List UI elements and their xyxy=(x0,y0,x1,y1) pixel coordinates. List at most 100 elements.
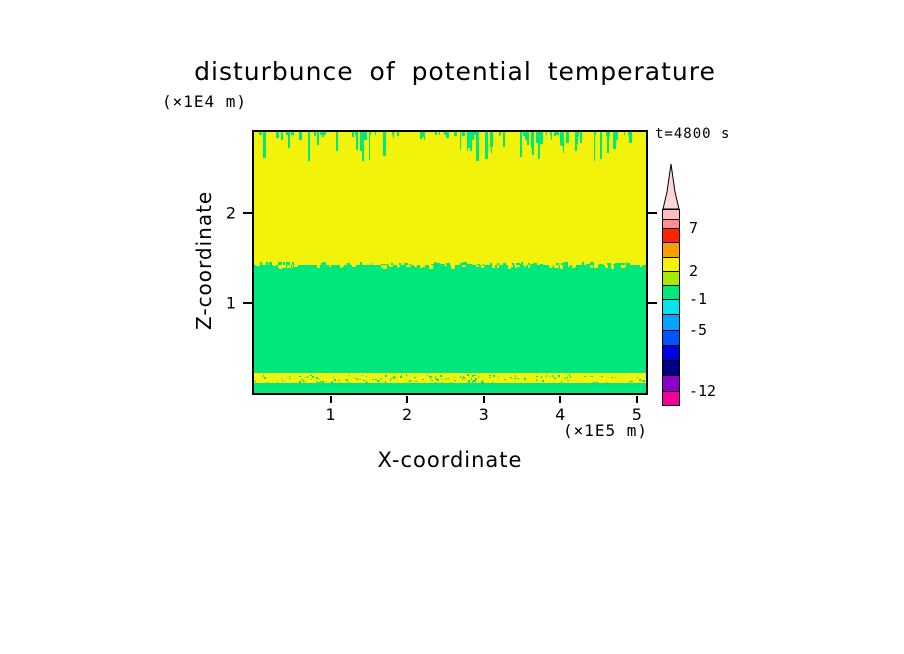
band-speckle xyxy=(591,375,593,378)
band-speckle xyxy=(584,375,586,378)
band-speckle xyxy=(365,375,368,378)
plume xyxy=(599,132,603,159)
plume xyxy=(396,132,399,136)
plume xyxy=(471,132,474,141)
plume xyxy=(469,132,472,139)
boundary-noise xyxy=(462,265,467,267)
colorbar-segment xyxy=(663,300,679,315)
band-speckle xyxy=(601,375,603,378)
plume xyxy=(581,132,583,135)
boundary-noise xyxy=(419,265,424,268)
plume xyxy=(546,132,548,135)
colorbar-level-label: 7 xyxy=(689,219,699,237)
plume xyxy=(560,132,562,145)
plume xyxy=(467,132,471,148)
band-speckle xyxy=(405,374,408,377)
boundary-noise xyxy=(620,265,626,268)
boundary-noise xyxy=(292,262,295,266)
band-speckle xyxy=(349,375,350,377)
band-speckle xyxy=(312,376,314,378)
boundary-noise xyxy=(549,265,554,268)
band-speckle xyxy=(304,377,306,379)
band-speckle xyxy=(437,379,440,382)
band-speckle xyxy=(642,380,644,382)
plume xyxy=(288,132,290,149)
boundary-noise xyxy=(568,265,570,267)
boundary-noise xyxy=(507,265,512,269)
plume xyxy=(556,132,559,135)
boundary-noise xyxy=(511,262,515,266)
plume xyxy=(628,132,632,143)
boundary-noise xyxy=(381,265,384,268)
boundary-noise xyxy=(285,261,290,266)
colorbar-level-label: -5 xyxy=(689,321,708,339)
plot-area xyxy=(252,130,648,395)
band-speckle xyxy=(299,375,301,378)
plume xyxy=(375,132,377,136)
boundary-noise xyxy=(380,263,385,266)
band-speckle xyxy=(429,377,432,379)
plume xyxy=(539,132,543,144)
band-speckle xyxy=(310,375,313,377)
boundary-noise xyxy=(256,265,260,267)
band-speckle xyxy=(435,377,437,380)
colorbar-level-label: 2 xyxy=(689,262,699,280)
colorbar-segment xyxy=(663,346,679,361)
boundary-noise xyxy=(571,265,576,268)
band-speckle xyxy=(434,376,437,378)
layer-lower-yellow-band xyxy=(254,373,646,384)
band-speckle xyxy=(440,376,443,378)
plume xyxy=(462,132,466,136)
band-speckle xyxy=(464,377,466,379)
y-tick-mark xyxy=(648,212,657,214)
band-speckle xyxy=(262,375,265,378)
boundary-noise xyxy=(605,265,608,268)
band-speckle xyxy=(553,377,556,380)
plume xyxy=(627,132,631,136)
band-speckle xyxy=(468,381,471,384)
y-axis-units: (×1E4 m) xyxy=(162,92,248,111)
boundary-noise xyxy=(388,265,393,267)
boundary-noise xyxy=(590,262,594,266)
band-speckle xyxy=(471,381,473,384)
timestamp-label: t=4800 s xyxy=(655,126,731,142)
band-speckle xyxy=(338,380,341,382)
y-tick-label: 2 xyxy=(225,203,236,223)
y-axis-label: Z-coordinate xyxy=(192,190,216,330)
boundary-noise xyxy=(409,265,412,268)
band-speckle xyxy=(264,377,266,380)
band-speckle xyxy=(566,379,569,381)
boundary-noise xyxy=(291,265,294,269)
band-speckle xyxy=(363,379,366,381)
band-speckle xyxy=(334,379,336,382)
plume xyxy=(470,132,473,151)
boundary-noise xyxy=(561,263,565,266)
band-speckle xyxy=(421,378,424,381)
plume xyxy=(392,132,394,135)
boundary-noise xyxy=(273,265,277,267)
boundary-noise xyxy=(516,263,521,266)
band-speckle xyxy=(400,374,403,377)
band-speckle xyxy=(542,380,544,382)
band-speckle xyxy=(357,378,360,381)
boundary-noise xyxy=(390,263,393,266)
plume xyxy=(454,132,457,137)
band-speckle xyxy=(379,377,382,379)
band-speckle xyxy=(288,375,291,377)
band-speckle xyxy=(473,374,476,377)
boundary-noise xyxy=(553,265,558,269)
plume xyxy=(365,132,368,140)
plume xyxy=(553,132,557,136)
band-speckle xyxy=(395,376,398,378)
band-speckle xyxy=(317,382,319,384)
boundary-noise xyxy=(443,265,448,267)
band-speckle xyxy=(510,376,513,378)
x-axis-label: X-coordinate xyxy=(377,448,523,472)
plume xyxy=(615,132,618,141)
x-axis-ticks: 1 2 3 4 5 xyxy=(254,396,646,426)
plume xyxy=(363,132,366,141)
colorbar-segment xyxy=(663,243,679,258)
plume xyxy=(607,132,611,136)
band-speckle xyxy=(517,377,520,380)
plume xyxy=(566,132,570,143)
